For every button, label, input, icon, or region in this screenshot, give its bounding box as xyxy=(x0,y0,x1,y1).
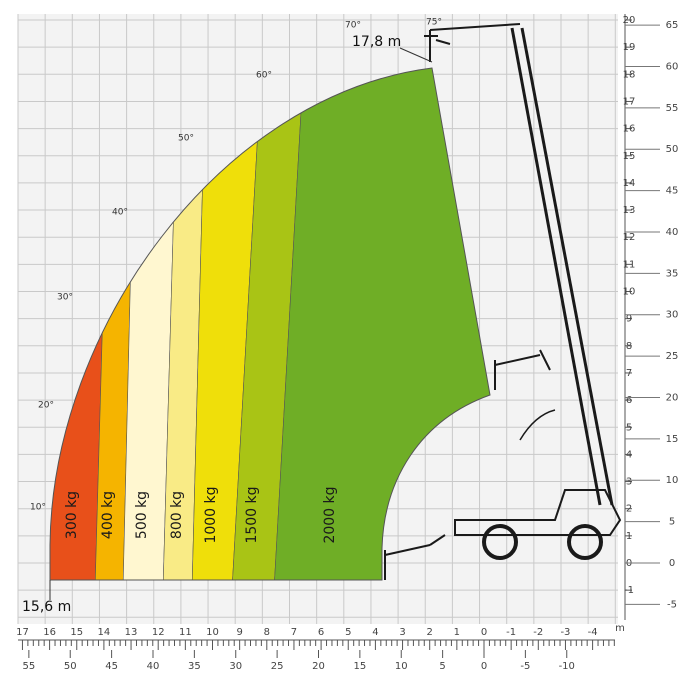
height-m-label: 2 xyxy=(626,504,632,515)
reach-m-label: 3 xyxy=(399,627,405,638)
reach-m-label: 5 xyxy=(345,627,351,638)
height-m-label: 8 xyxy=(626,341,632,352)
reach-m-label: 6 xyxy=(318,627,324,638)
height-ft-label: 20 xyxy=(666,392,679,403)
height-m-label: 20 xyxy=(623,15,636,26)
reach-m-label: 7 xyxy=(291,627,297,638)
angle-label: 75° xyxy=(426,18,442,28)
reach-m-label: -3 xyxy=(560,627,570,638)
zone-label: 2000 kg xyxy=(322,486,338,543)
reach-ft-label: 5 xyxy=(439,661,445,672)
height-ft-label: 0 xyxy=(669,558,675,569)
height-ft-label: 35 xyxy=(666,268,679,279)
height-m-label: 7 xyxy=(626,368,632,379)
height-m-label: 14 xyxy=(623,178,636,189)
reach-ft-label: 30 xyxy=(229,661,242,672)
height-m-label: 10 xyxy=(623,287,636,298)
height-ft-label: 25 xyxy=(666,351,679,362)
angle-label: 10° xyxy=(30,503,46,513)
reach-m-label: 15 xyxy=(70,627,83,638)
height-m-label: 19 xyxy=(623,42,636,53)
height-m-label: 1 xyxy=(626,531,632,542)
reach-m-label: 10 xyxy=(206,627,219,638)
reach-m-label: -1 xyxy=(506,627,516,638)
height-ft-label: 5 xyxy=(669,517,675,528)
reach-ft-label: -10 xyxy=(559,661,575,672)
height-m-label: 18 xyxy=(623,69,636,80)
height-ft-label: -5 xyxy=(667,599,677,610)
reach-m-label: 16 xyxy=(43,627,56,638)
load-chart: 17,8 m 15,6 m 300 kg400 kg500 kg800 kg10… xyxy=(0,0,686,673)
height-m-label: -1 xyxy=(624,585,634,596)
zone-label: 300 kg xyxy=(64,491,80,539)
height-m-label: 11 xyxy=(623,259,636,270)
reach-ft-label: 0 xyxy=(481,661,487,672)
reach-ft-label: -5 xyxy=(520,661,530,672)
reach-unit: m xyxy=(615,623,625,634)
reach-ft-label: 35 xyxy=(188,661,201,672)
reach-m-label: 8 xyxy=(264,627,270,638)
reach-ft-label: 25 xyxy=(271,661,284,672)
reach-ft-label: 50 xyxy=(64,661,77,672)
height-m-label: 3 xyxy=(626,477,632,488)
angle-label: 30° xyxy=(57,293,73,303)
reach-m-label: 11 xyxy=(179,627,192,638)
reach-m-label: -2 xyxy=(533,627,543,638)
reach-m-label: 4 xyxy=(372,627,378,638)
reach-m-label: 9 xyxy=(236,627,242,638)
reach-ft-label: 45 xyxy=(105,661,118,672)
height-ft-label: 55 xyxy=(666,103,679,114)
zone-label: 500 kg xyxy=(134,491,150,539)
height-m-label: 15 xyxy=(623,151,636,162)
height-ft-label: 40 xyxy=(666,227,679,238)
zone-label: 400 kg xyxy=(100,491,116,539)
height-ft-label: 65 xyxy=(666,20,679,31)
max-reach-label: 15,6 m xyxy=(22,599,71,615)
reach-m-label: -4 xyxy=(588,627,598,638)
height-ft-label: 50 xyxy=(666,144,679,155)
height-m-label: 12 xyxy=(623,232,636,243)
height-m-label: 4 xyxy=(626,449,632,460)
reach-ft-label: 10 xyxy=(395,661,408,672)
reach-m-label: 17 xyxy=(16,627,29,638)
height-m-label: 6 xyxy=(626,395,632,406)
height-m-label: 5 xyxy=(626,422,632,433)
height-ft-label: 10 xyxy=(666,475,679,486)
reach-ft-label: 20 xyxy=(312,661,325,672)
zone-label: 1000 kg xyxy=(203,486,219,543)
reach-m-label: 1 xyxy=(454,627,460,638)
max-height-label: 17,8 m xyxy=(352,34,401,50)
reach-ft-label: 40 xyxy=(147,661,160,672)
height-m-label: 16 xyxy=(623,124,636,135)
height-ft-label: 15 xyxy=(666,434,679,445)
reach-m-label: 13 xyxy=(125,627,138,638)
height-ft-label: 60 xyxy=(666,61,679,72)
height-m-label: 9 xyxy=(626,314,632,325)
angle-label: 50° xyxy=(178,134,194,144)
angle-label: 60° xyxy=(256,71,272,81)
angle-label: 70° xyxy=(345,21,361,31)
reach-m-label: 12 xyxy=(152,627,165,638)
reach-m-label: 14 xyxy=(98,627,111,638)
reach-ft-label: 55 xyxy=(22,661,35,672)
angle-label: 40° xyxy=(112,208,128,218)
angle-label: 20° xyxy=(38,401,54,411)
height-m-label: 13 xyxy=(623,205,636,216)
height-ft-label: 45 xyxy=(666,186,679,197)
zone-label: 1500 kg xyxy=(244,486,260,543)
height-ft-label: 30 xyxy=(666,310,679,321)
reach-m-label: 0 xyxy=(481,627,487,638)
reach-m-label: 2 xyxy=(427,627,433,638)
height-m-label: 17 xyxy=(623,96,636,107)
zone-label: 800 kg xyxy=(169,491,185,539)
reach-ft-label: 15 xyxy=(354,661,367,672)
